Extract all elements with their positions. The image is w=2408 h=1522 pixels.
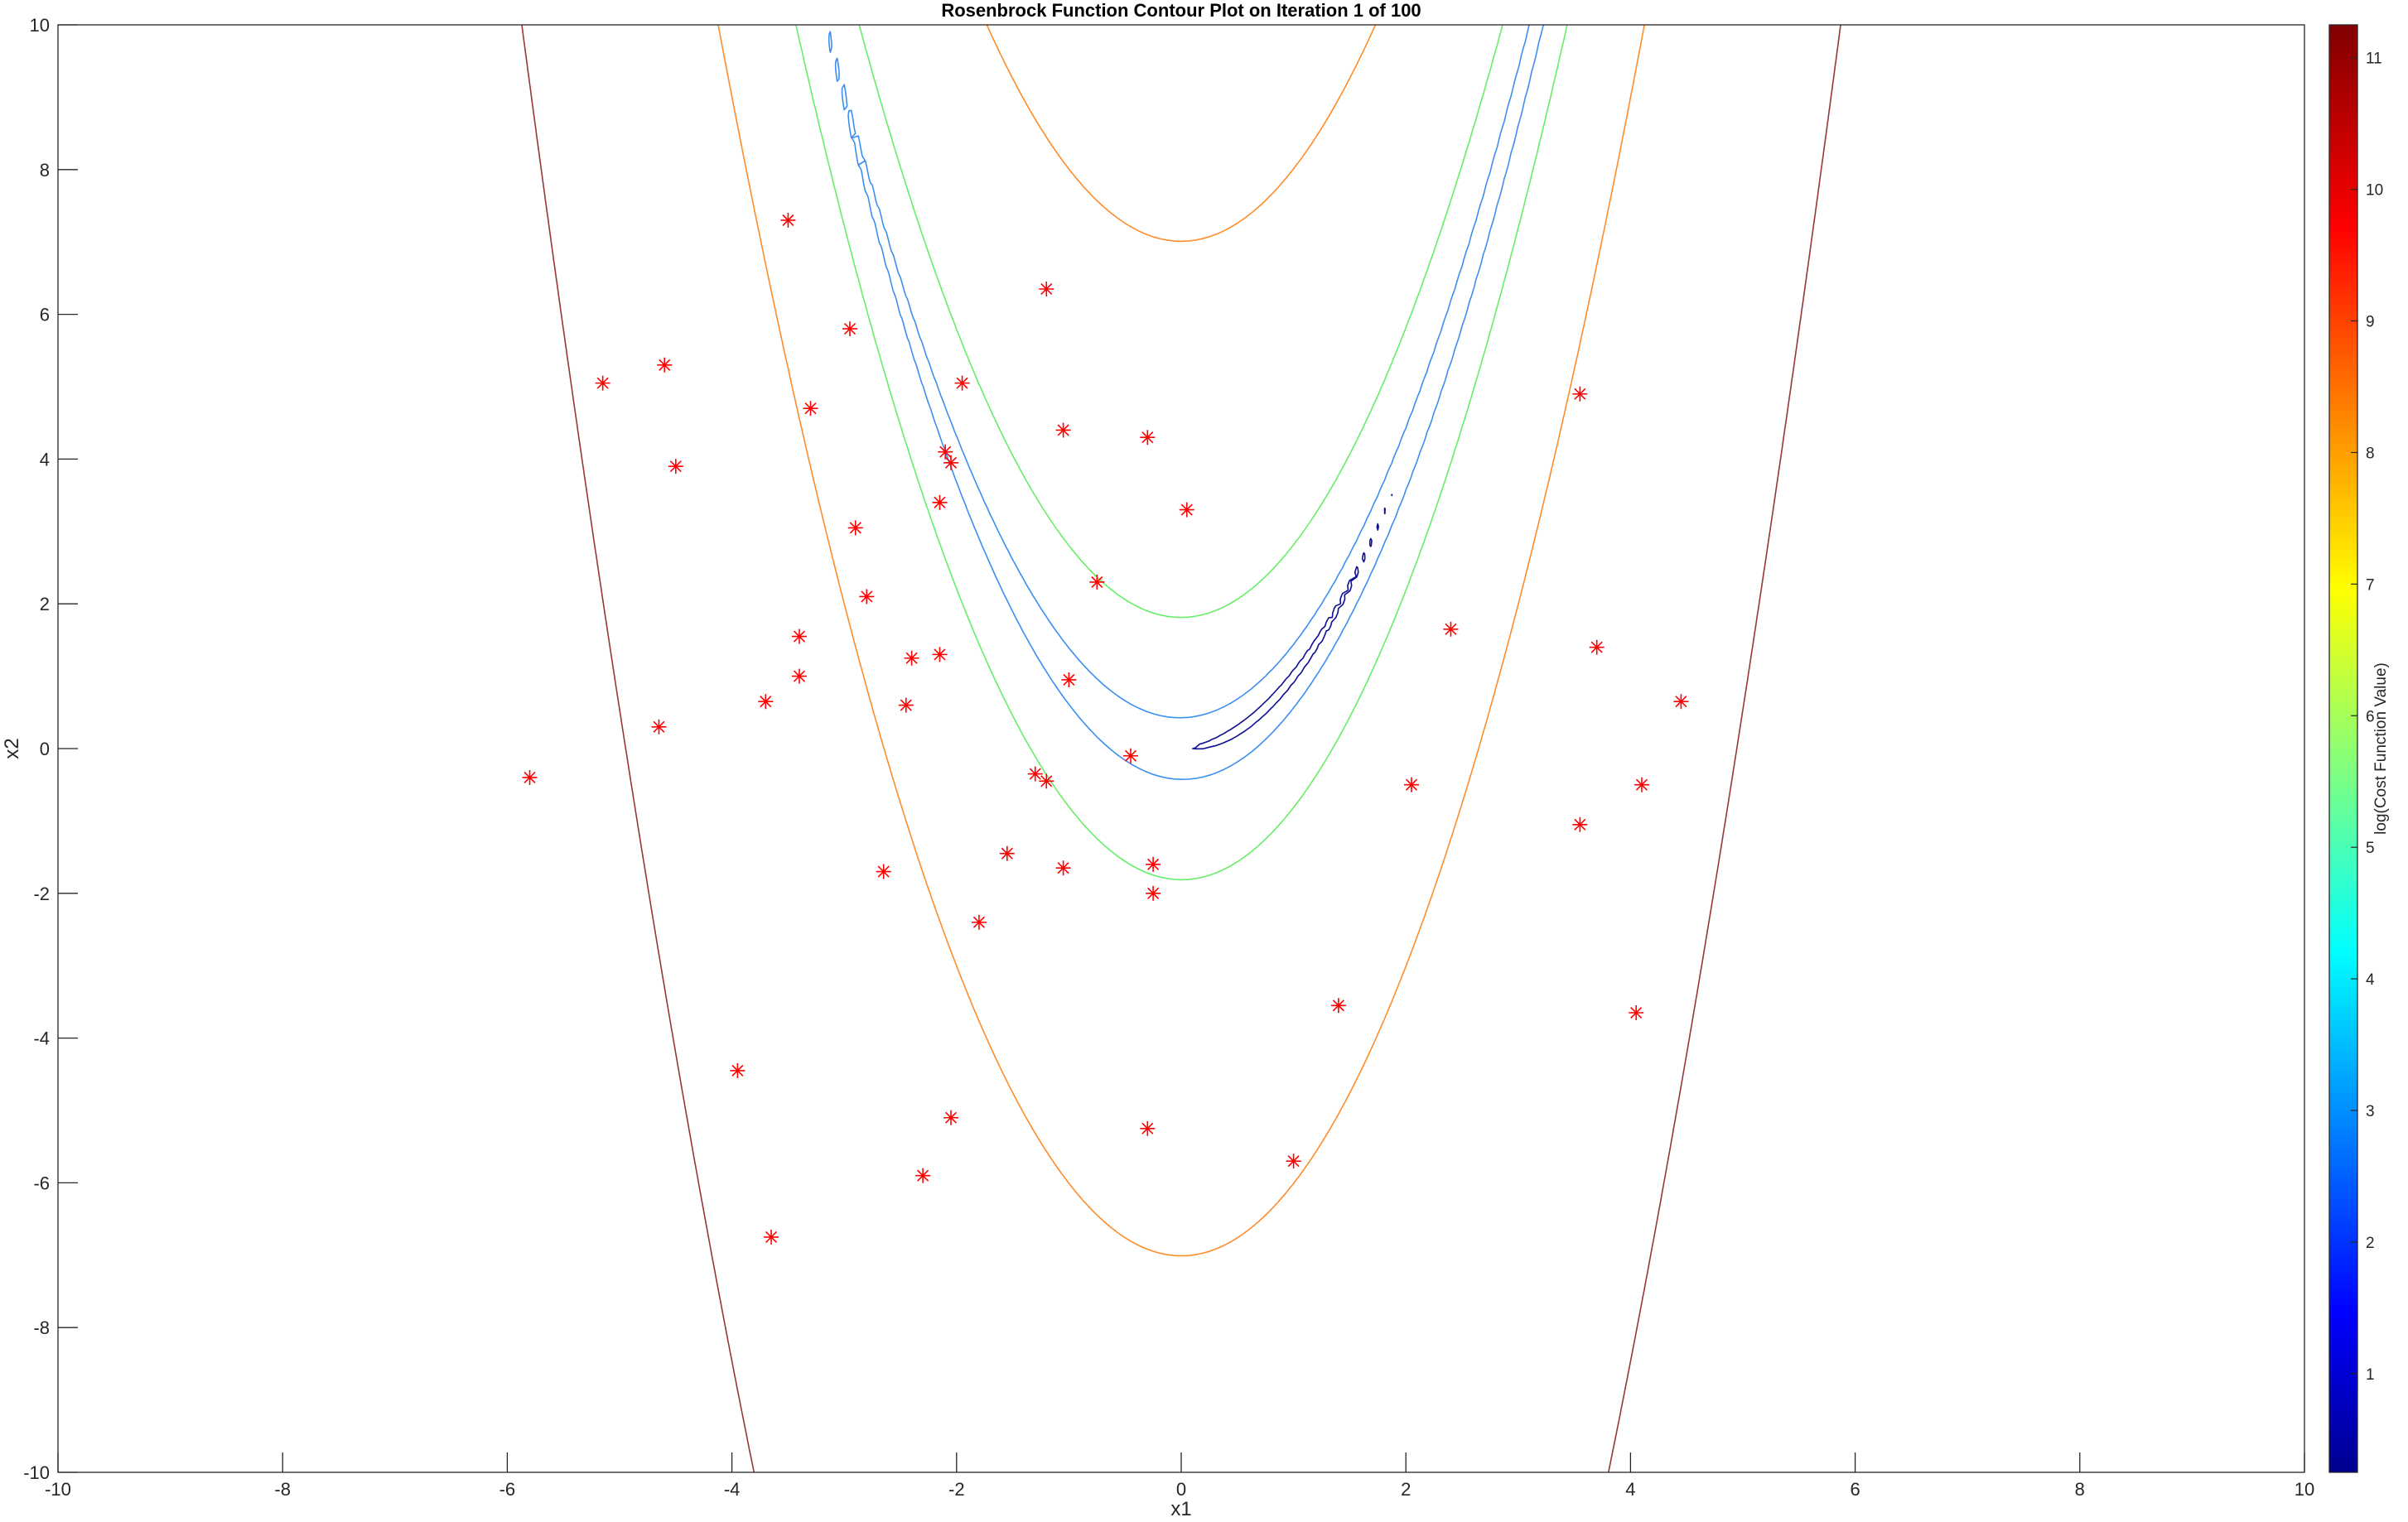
particle-marker — [1140, 430, 1156, 446]
contour-level-4 — [717, 25, 1645, 1257]
particle-marker — [1039, 773, 1054, 789]
y-tick-label: -6 — [33, 1173, 50, 1193]
x-tick-label: 0 — [1176, 1479, 1186, 1500]
particle-marker — [847, 520, 863, 536]
particle-marker — [842, 321, 857, 337]
x-tick-label: -8 — [274, 1479, 291, 1500]
x-tick-label: 4 — [1625, 1479, 1635, 1500]
x-axis-ticks: -10 -8 -6 -4 -2 0 2 4 6 8 10 — [45, 1452, 2314, 1500]
colorbar-tick-label: 6 — [2366, 708, 2375, 725]
particle-marker — [1146, 885, 1161, 901]
y-tick-label: 0 — [40, 739, 50, 759]
x-tick-label: 6 — [1850, 1479, 1860, 1500]
particle-marker — [1589, 639, 1605, 655]
colorbar-tick-label: 5 — [2366, 840, 2375, 857]
y-tick-label: -8 — [33, 1317, 50, 1338]
contour-lines — [521, 25, 1841, 1472]
particle-marker — [943, 1110, 959, 1125]
particle-markers — [522, 212, 1689, 1245]
particle-marker — [859, 589, 875, 604]
y-tick-label: -4 — [33, 1028, 50, 1049]
particle-marker — [1146, 856, 1161, 872]
particle-marker — [1055, 422, 1071, 438]
particle-marker — [943, 455, 959, 470]
particle-marker — [1629, 1005, 1644, 1021]
colorbar-tick-label: 3 — [2366, 1103, 2375, 1120]
contour-level-1 — [1192, 494, 1393, 750]
particle-marker — [1122, 748, 1138, 763]
particle-marker — [876, 864, 891, 879]
x-tick-label: -6 — [499, 1479, 516, 1500]
particle-marker — [657, 357, 673, 373]
particle-marker — [915, 1168, 931, 1183]
particle-marker — [898, 697, 914, 713]
particle-marker — [971, 914, 987, 930]
particle-marker — [999, 845, 1015, 861]
colorbar-tick-label: 1 — [2366, 1366, 2375, 1384]
y-tick-label: 2 — [40, 594, 50, 614]
colorbar-label: log(Cost Function Value) — [2372, 662, 2390, 835]
particle-marker — [1140, 1120, 1156, 1136]
y-tick-label: -10 — [23, 1462, 50, 1483]
contour-level-5 — [521, 25, 1841, 1472]
colorbar-tick-label: 4 — [2366, 971, 2375, 989]
x-axis-label: x1 — [1170, 1498, 1191, 1520]
particle-marker — [932, 494, 948, 510]
y-axis-ticks: -10 -8 -6 -4 -2 0 2 4 6 8 10 — [23, 15, 78, 1483]
particle-marker — [1055, 860, 1071, 876]
particle-marker — [1027, 766, 1043, 782]
particle-marker — [1673, 694, 1689, 710]
particle-marker — [938, 444, 953, 460]
y-tick-label: 4 — [40, 449, 50, 470]
x-tick-label: -4 — [724, 1479, 741, 1500]
particle-marker — [668, 459, 683, 474]
particle-marker — [1572, 386, 1588, 402]
particle-marker — [1039, 282, 1054, 297]
x-tick-label: -2 — [948, 1479, 965, 1500]
x-tick-label: -10 — [45, 1479, 71, 1500]
particle-marker — [730, 1062, 746, 1078]
colorbar-ticks: 1 2 3 4 5 6 7 8 9 10 11 — [2351, 51, 2383, 1384]
particle-marker — [1330, 998, 1346, 1014]
y-axis-label: x2 — [1, 738, 23, 759]
y-tick-label: -2 — [33, 884, 50, 904]
particle-marker — [932, 647, 948, 662]
particle-marker — [764, 1229, 779, 1245]
particle-marker — [651, 719, 667, 735]
y-tick-label: 8 — [40, 160, 50, 181]
particle-marker — [954, 375, 970, 391]
x-tick-label: 10 — [2295, 1479, 2314, 1500]
y-tick-label: 10 — [30, 15, 50, 36]
particle-marker — [595, 375, 610, 391]
particle-marker — [803, 401, 818, 417]
colorbar-tick-label: 8 — [2366, 445, 2375, 462]
particle-marker — [522, 769, 538, 785]
particle-marker — [1572, 816, 1588, 832]
contour-level-2 — [828, 25, 1544, 780]
colorbar-tick-label: 11 — [2366, 51, 2382, 68]
particle-marker — [1179, 502, 1194, 518]
contour-level-3 — [795, 25, 1568, 881]
x-tick-label: 8 — [2075, 1479, 2085, 1500]
y-tick-label: 6 — [40, 305, 50, 325]
particle-marker — [1286, 1154, 1301, 1169]
particle-marker — [1633, 777, 1649, 792]
particle-marker — [791, 668, 807, 684]
particle-marker — [1061, 672, 1077, 687]
particle-marker — [1443, 621, 1459, 637]
particle-marker — [1403, 777, 1419, 792]
particle-marker — [758, 694, 774, 710]
particle-marker — [1089, 574, 1105, 590]
x-tick-label: 2 — [1401, 1479, 1411, 1500]
particle-marker — [780, 212, 796, 228]
colorbar — [2328, 24, 2358, 1473]
chart-title: Rosenbrock Function Contour Plot on Iter… — [941, 0, 1421, 21]
particle-marker — [904, 650, 919, 666]
colorbar-tick-label: 2 — [2366, 1235, 2375, 1252]
particle-marker — [791, 629, 807, 644]
colorbar-tick-label: 9 — [2366, 314, 2375, 331]
colorbar-tick-label: 7 — [2366, 576, 2375, 594]
colorbar-tick-label: 10 — [2366, 182, 2383, 200]
